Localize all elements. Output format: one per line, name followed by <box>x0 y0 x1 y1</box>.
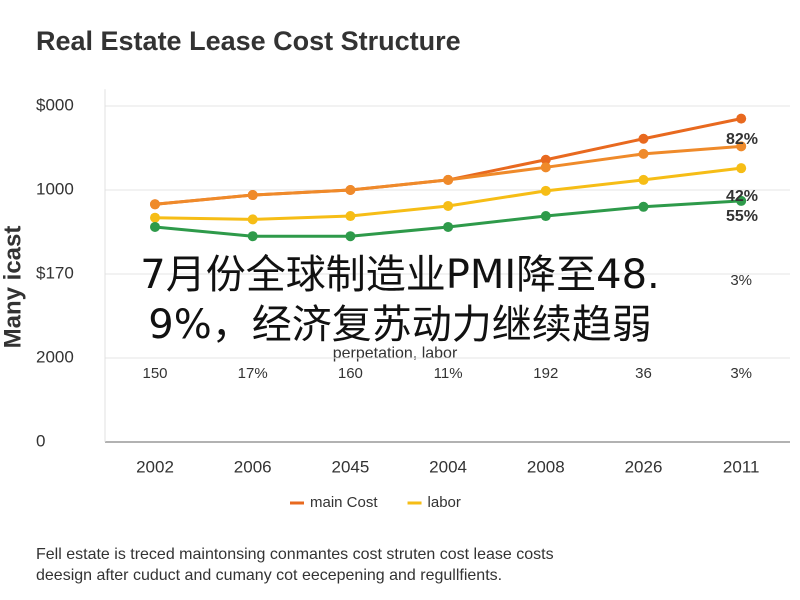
point <box>150 221 160 232</box>
end-label: 55% <box>726 208 758 225</box>
x-tick-label: 2004 <box>429 457 467 476</box>
ghost-row-label: 36 <box>635 365 652 382</box>
point <box>736 141 747 152</box>
point <box>150 212 160 223</box>
x-tick-label: 2002 <box>136 457 174 476</box>
x-tick-label: 2011 <box>723 457 760 476</box>
y-tick-label: 2000 <box>36 347 74 366</box>
series-line <box>154 117 742 206</box>
end-label: 82% <box>726 131 758 148</box>
ghost-row-label: 160 <box>338 365 363 382</box>
point <box>638 174 649 185</box>
x-tick-label: 2006 <box>234 457 272 476</box>
ghost-row-label: 192 <box>533 365 558 382</box>
y-tick-label: $000 <box>36 95 74 114</box>
caption-line: Fell estate is treced maintonsing conman… <box>36 546 554 563</box>
ghost-row-label: 17% <box>238 365 268 382</box>
point <box>540 185 551 196</box>
point <box>540 211 551 222</box>
point <box>247 231 258 242</box>
ghost-row-label: 11% <box>434 365 463 382</box>
y-tick-label: $170 <box>36 263 74 282</box>
point <box>345 231 356 242</box>
point <box>443 200 454 211</box>
headline: 7月份全球制造业PMI降至48. 9%，经济复苏动力继续趋弱 <box>0 250 800 350</box>
point <box>443 174 454 185</box>
point <box>247 190 258 201</box>
point <box>247 214 258 225</box>
legend-label: main Cost <box>310 494 378 511</box>
point <box>736 113 747 124</box>
point <box>345 185 356 195</box>
ghost-row-label: 3% <box>730 272 752 289</box>
y-axis-label: Many icast <box>0 226 26 349</box>
headline-line: 9%，经济复苏动力继续趋弱 <box>148 302 652 348</box>
ghost-row-label: 3% <box>730 365 752 382</box>
point <box>443 221 454 232</box>
point <box>736 195 747 206</box>
end-label: 42% <box>726 188 758 205</box>
point <box>736 163 747 174</box>
legend-label: labor <box>428 494 461 511</box>
x-tick-label: 2008 <box>527 457 565 476</box>
point <box>540 154 551 165</box>
x-tick-label: 2045 <box>331 457 369 476</box>
point <box>638 201 649 212</box>
y-tick-label: 1000 <box>36 179 74 198</box>
caption-line: deesign after cuduct and cumany cot eece… <box>36 567 502 584</box>
point <box>540 162 551 173</box>
headline-line: 7月份全球制造业PMI降至48. <box>140 252 660 298</box>
point <box>150 199 160 210</box>
x-tick-label: 2026 <box>625 457 663 476</box>
point <box>638 148 649 159</box>
y-tick-label: 0 <box>36 431 45 450</box>
point <box>345 211 356 222</box>
ghost-row-label: 150 <box>142 365 167 382</box>
point <box>638 133 649 144</box>
chart-title: Real Estate Lease Cost Structure <box>36 26 461 56</box>
